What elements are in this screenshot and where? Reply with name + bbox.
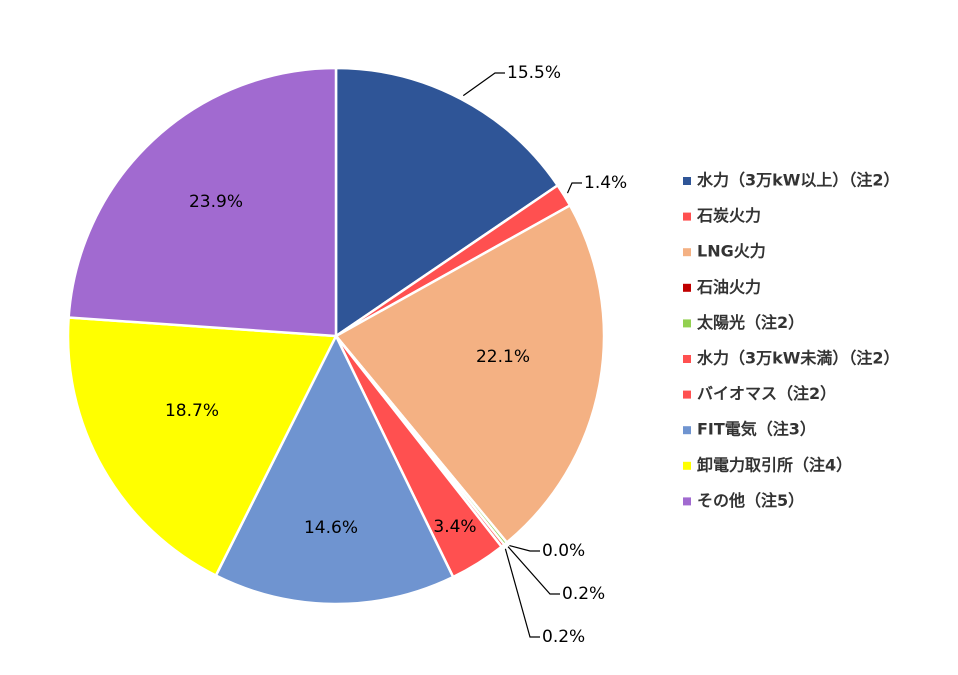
legend-label: LNG火力 <box>697 242 766 261</box>
legend-label: その他（注5） <box>697 491 804 510</box>
legend-label: 石炭火力 <box>696 206 761 225</box>
legend-marker <box>683 212 691 221</box>
legend-marker <box>683 497 691 506</box>
leader-line <box>566 182 582 194</box>
leader-line <box>507 546 560 595</box>
pie-slice <box>334 203 606 545</box>
data-label: 22.1% <box>476 347 530 367</box>
pie-slice <box>66 316 338 578</box>
legend-marker <box>683 283 691 292</box>
legend-marker <box>683 461 691 470</box>
legend-marker <box>683 177 691 185</box>
leader-line <box>509 544 540 552</box>
legend-label: FIT電気（注3） <box>697 420 816 439</box>
legend-label: 石油火力 <box>696 277 761 296</box>
legend-marker <box>683 426 691 435</box>
data-label: 15.5% <box>507 63 561 83</box>
data-label: 0.0% <box>542 541 585 561</box>
leader-line <box>462 72 505 97</box>
legend-label: 水力（3万kW未満）（注2） <box>697 349 900 368</box>
legend-label: 卸電力取引所（注4） <box>697 455 852 474</box>
data-label: 18.7% <box>165 401 219 421</box>
data-label: 1.4% <box>584 173 627 193</box>
pie-slice <box>67 66 338 338</box>
data-label: 14.6% <box>304 518 358 538</box>
legend-label: バイオマス（注2） <box>697 384 836 403</box>
pie-slice <box>334 66 560 339</box>
legend-marker <box>683 390 691 399</box>
legend-label: 太陽光（注2） <box>696 313 804 332</box>
legend-marker <box>683 319 691 328</box>
data-label: 0.2% <box>562 584 605 604</box>
data-label: 0.2% <box>542 627 585 647</box>
data-label: 23.9% <box>189 192 243 212</box>
legend-marker <box>683 355 691 363</box>
leader-line <box>504 548 540 638</box>
legend-marker <box>683 248 691 257</box>
pie-slice <box>214 333 455 606</box>
data-label: 3.4% <box>433 517 476 537</box>
legend-label: 水力（3万kW以上）（注2） <box>697 171 900 190</box>
